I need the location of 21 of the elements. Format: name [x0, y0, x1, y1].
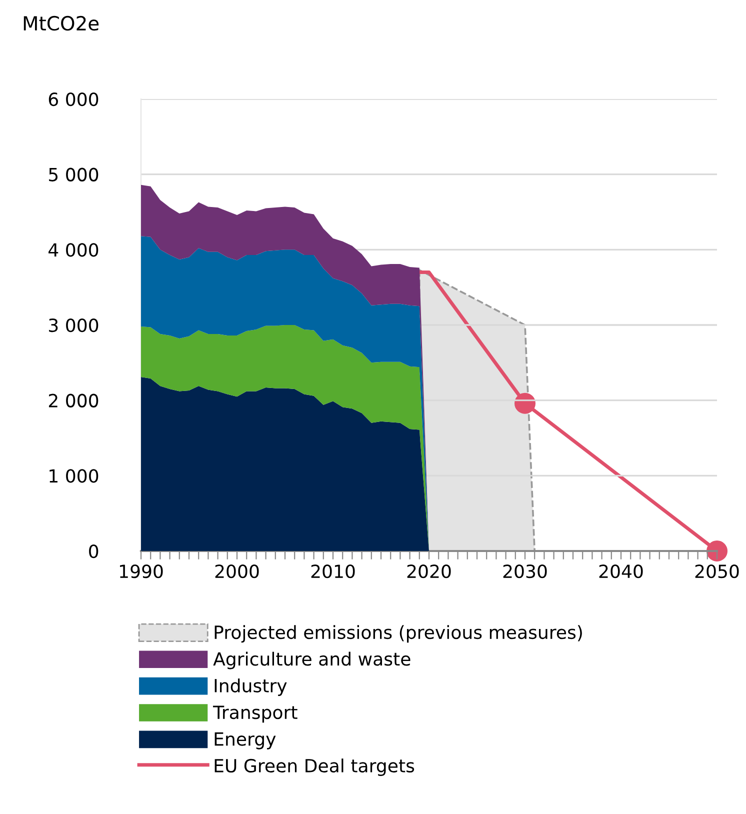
- x-tick-label: 1990: [120, 564, 163, 578]
- legend-label: Agriculture and waste: [213, 652, 410, 670]
- legend-label: Projected emissions (previous measures): [214, 625, 582, 643]
- y-axis-title: MtCO2e: [24, 16, 99, 31]
- legend-label: Industry: [214, 678, 287, 696]
- legend-label: Energy: [214, 732, 276, 750]
- legend-label: EU Green Deal targets: [214, 758, 414, 776]
- legend-label: Transport: [213, 706, 298, 723]
- y-tick-label: 3 000: [49, 318, 98, 332]
- x-tick-label: 2020: [407, 564, 451, 578]
- x-tick-label: 2040: [599, 564, 643, 578]
- x-tick-label: 2010: [311, 564, 355, 578]
- y-tick-label: 2 000: [48, 394, 98, 408]
- x-tick-label: 2050: [695, 564, 739, 578]
- y-tick-label: 0: [89, 544, 98, 558]
- y-tick-label: 1 000: [50, 469, 98, 483]
- y-tick-label: 6 000: [48, 92, 98, 106]
- y-tick-label: 4 000: [48, 243, 98, 257]
- x-tick-label: 2000: [215, 564, 259, 578]
- y-tick-label: 5 000: [49, 168, 98, 182]
- x-tick-label: 2030: [503, 564, 547, 578]
